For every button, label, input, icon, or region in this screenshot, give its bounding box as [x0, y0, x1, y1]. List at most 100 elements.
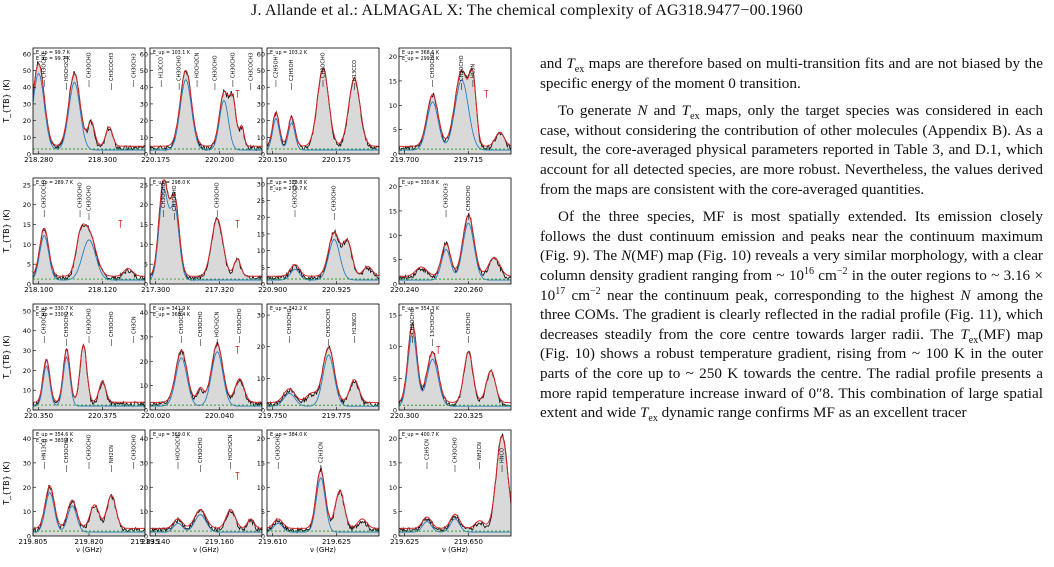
x-tick-label: 220.350 — [24, 412, 53, 420]
y-tick-label: 10 — [140, 508, 148, 516]
spectrum-panel: 0 10 20 30 40 50 60 220.150 220.175 E_up = 103.2 … — [257, 47, 380, 164]
observed-spectrum — [150, 508, 262, 534]
y-tick-label: 25 — [23, 181, 31, 189]
transition-label: CH3OCHO — [172, 185, 178, 211]
transition-label: HC3N — [470, 64, 476, 78]
y-tick-label: 0 — [393, 407, 397, 415]
transition-label: CH3CHO — [466, 312, 472, 334]
x-axis-label: ν (GHz) — [310, 546, 336, 554]
eup-annotation: E_up = 368.6 K — [402, 50, 440, 56]
x-tick-label: 219.610 — [258, 538, 287, 546]
x-tick-label: 220.300 — [390, 412, 419, 420]
total-model — [33, 485, 145, 529]
y-tick-label: 0 — [393, 533, 397, 541]
x-tick-label: 220.900 — [258, 286, 287, 294]
transition-label: CH3OCHO — [177, 55, 183, 81]
species-model — [399, 79, 511, 151]
x-axis-label: ν (GHz) — [76, 546, 102, 554]
y-axis-label: T_{TB} (K) — [2, 79, 11, 123]
y-tick-label: 50 — [23, 67, 31, 75]
y-tick-label: 5 — [261, 508, 265, 516]
y-tick-label: 0 — [144, 533, 148, 541]
transition-label: CH3COCH3 — [109, 53, 115, 81]
transition-label: CH3OCHO — [459, 55, 465, 81]
transition-label: CH3OCHO — [230, 52, 236, 78]
x-tick-label: 217.320 — [205, 286, 234, 294]
running-header: J. Allande et al.: ALMAGAL X: The chemic… — [251, 2, 803, 19]
transition-label: CH3OCHO — [87, 434, 93, 460]
x-tick-label: 219.650 — [454, 538, 483, 546]
transition-label: CH3OCH3 — [131, 53, 137, 78]
x-tick-label: 220.175 — [141, 156, 170, 164]
y-tick-label: 30 — [140, 100, 148, 108]
y-tick-label: 5 — [27, 261, 31, 269]
transition-label: HNCO — [500, 448, 506, 463]
eup-annotation: E_up = 384.0 K — [270, 432, 308, 438]
transition-label: CH3COCH3 — [293, 180, 299, 208]
transition-label: HN13CO — [42, 439, 48, 460]
x-tick-label: 220.260 — [454, 286, 483, 294]
total-model — [267, 346, 379, 404]
transition-label: H13NCO — [352, 313, 358, 334]
data-fill — [150, 342, 262, 410]
panel-frame — [149, 177, 263, 285]
transition-label: NH2CN — [477, 442, 483, 460]
y-tick-label: 10 — [389, 484, 397, 492]
y-tick-label: 40 — [23, 327, 31, 335]
species-model — [267, 118, 379, 151]
eup-annotation: E_up = 270.7 K — [270, 186, 308, 192]
transition-label: CH3OCHO — [410, 308, 416, 334]
transition-label: CH3OCHO — [198, 311, 204, 337]
y-tick-label: 15 — [140, 221, 148, 229]
data-fill — [399, 322, 511, 410]
y-tick-label: 0 — [261, 407, 265, 415]
spectrum-panel: 0 5 10 15 20 220.240 220.260 E_up = 330.8 K CH3O… — [389, 177, 512, 294]
transition-label: CH3OCHO — [161, 182, 167, 208]
eup-annotation: E_up = 368.4 K — [153, 312, 191, 318]
panel-frame — [398, 303, 512, 411]
spectrum-panel: 0 10 20 30 40 50 60 220.175 220.200 E_up = 103.1 … — [140, 47, 263, 164]
total-model — [399, 323, 511, 404]
y-tick-label: 40 — [140, 435, 148, 443]
y-tick-label: 15 — [389, 207, 397, 215]
panel-frame — [266, 177, 380, 285]
y-tick-label: 60 — [257, 50, 265, 58]
total-model — [267, 67, 379, 147]
y-tick-label: 0 — [393, 151, 397, 159]
y-tick-label: 10 — [389, 343, 397, 351]
data-fill — [33, 224, 145, 284]
transition-label: HOCH2CN — [195, 52, 201, 78]
x-tick-label: 220.175 — [322, 156, 351, 164]
total-model — [150, 179, 262, 277]
spectra-figure: T_{TB} (K) T_{TB} (K) T_{TB} (K) T_{TB} (K)… — [2, 47, 512, 554]
eup-annotation: E_up = 289.7 K — [36, 180, 74, 186]
eup-annotation: E_up = 354.3 K — [402, 306, 440, 312]
y-tick-label: 10 — [257, 247, 265, 255]
spectrum-panel: 0 10 20 30 40 50 220.350 220.375 E_up = 330.7 KE… — [23, 303, 146, 420]
species-model — [150, 351, 262, 407]
y-axis-label: T_{TB} (K) — [2, 209, 11, 253]
paragraph-3: Of the three species, MF is most spatial… — [540, 208, 1044, 425]
y-tick-label: 20 — [23, 484, 31, 492]
x-tick-label: 219.700 — [390, 156, 419, 164]
species-model — [33, 491, 145, 533]
panel-frame — [266, 303, 380, 411]
y-tick-label: 10 — [23, 241, 31, 249]
transition-label: CH3OCHO — [64, 311, 70, 337]
x-tick-label: 219.140 — [141, 538, 170, 546]
eup-annotation: E_up = 369.0 K — [153, 432, 191, 438]
panel-frame — [266, 429, 380, 537]
eup-annotation: E_up = 330.8 K — [402, 180, 440, 186]
x-tick-label: 218.100 — [24, 286, 53, 294]
transition-label: CH3CN — [131, 316, 137, 334]
data-fill — [399, 69, 511, 154]
x-tick-label: 220.375 — [88, 412, 117, 420]
transition-label: CH3OCHO — [42, 308, 48, 334]
total-model — [150, 70, 262, 147]
y-tick-label: 0 — [27, 533, 31, 541]
y-tick-label: 20 — [389, 183, 397, 191]
y-tick-label: 40 — [23, 84, 31, 92]
